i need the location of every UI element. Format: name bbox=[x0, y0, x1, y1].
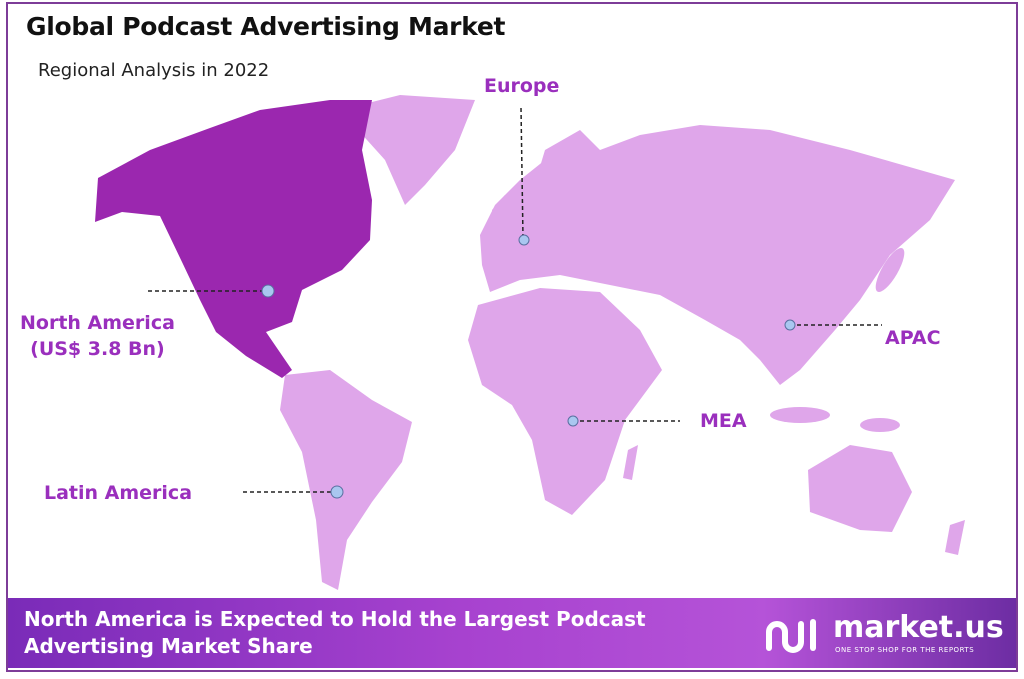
page-title: Global Podcast Advertising Market bbox=[26, 12, 506, 41]
new-guinea bbox=[860, 418, 900, 432]
north-america-value: (US$ 3.8 Bn) bbox=[30, 338, 165, 360]
europe-leader bbox=[520, 107, 524, 239]
north-america-region bbox=[95, 100, 372, 378]
footer-banner: North America is Expected to Hold the La… bbox=[8, 598, 1016, 668]
frame-border bbox=[6, 2, 1018, 672]
europe-marker bbox=[518, 234, 530, 246]
south-america bbox=[280, 370, 412, 590]
north-america-marker bbox=[261, 284, 275, 298]
logo-tagline: ONE STOP SHOP FOR THE REPORTS bbox=[835, 646, 975, 654]
africa bbox=[468, 288, 662, 515]
footer-line-1: North America is Expected to Hold the La… bbox=[24, 607, 646, 631]
uk bbox=[492, 195, 510, 232]
greenland bbox=[340, 95, 475, 205]
scandinavia bbox=[530, 130, 600, 205]
mea-label: MEA bbox=[700, 410, 747, 432]
logo-name: market.us bbox=[833, 610, 1004, 645]
page-subtitle: Regional Analysis in 2022 bbox=[38, 60, 270, 81]
market-us-logo: market.us ONE STOP SHOP FOR THE REPORTS bbox=[763, 610, 1004, 658]
latin-america-label: Latin America bbox=[44, 482, 193, 504]
apac-marker bbox=[784, 319, 796, 331]
north-america-name: North America bbox=[20, 312, 175, 334]
latin-america-marker bbox=[330, 485, 344, 499]
apac-label: APAC bbox=[885, 327, 941, 349]
footer-text: North America is Expected to Hold the La… bbox=[24, 606, 646, 660]
mea-marker bbox=[567, 415, 579, 427]
japan bbox=[875, 247, 905, 293]
australia bbox=[808, 445, 912, 532]
europe-label: Europe bbox=[484, 75, 560, 97]
north-america-label: North America (US$ 3.8 Bn) bbox=[20, 310, 175, 362]
footer-line-2: Advertising Market Share bbox=[24, 634, 313, 658]
new-zealand bbox=[945, 520, 965, 555]
indonesia bbox=[770, 407, 830, 423]
madagascar bbox=[623, 445, 638, 480]
logo-mark-icon bbox=[766, 619, 816, 653]
eurasia bbox=[480, 125, 955, 385]
